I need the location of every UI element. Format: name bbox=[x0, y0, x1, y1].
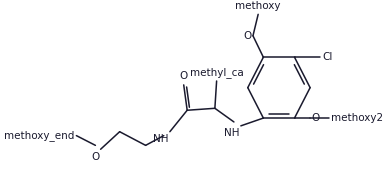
Text: O: O bbox=[91, 152, 100, 162]
Text: methyl_ca: methyl_ca bbox=[190, 67, 243, 78]
Text: methoxy: methoxy bbox=[235, 1, 281, 11]
Text: O: O bbox=[180, 71, 188, 81]
Text: NH: NH bbox=[224, 128, 240, 138]
Text: methoxy2: methoxy2 bbox=[331, 113, 383, 123]
Text: Cl: Cl bbox=[322, 52, 332, 62]
Text: NH: NH bbox=[154, 134, 169, 144]
Text: methoxy_end: methoxy_end bbox=[4, 130, 75, 141]
Text: O: O bbox=[311, 113, 319, 123]
Text: O: O bbox=[243, 31, 251, 41]
